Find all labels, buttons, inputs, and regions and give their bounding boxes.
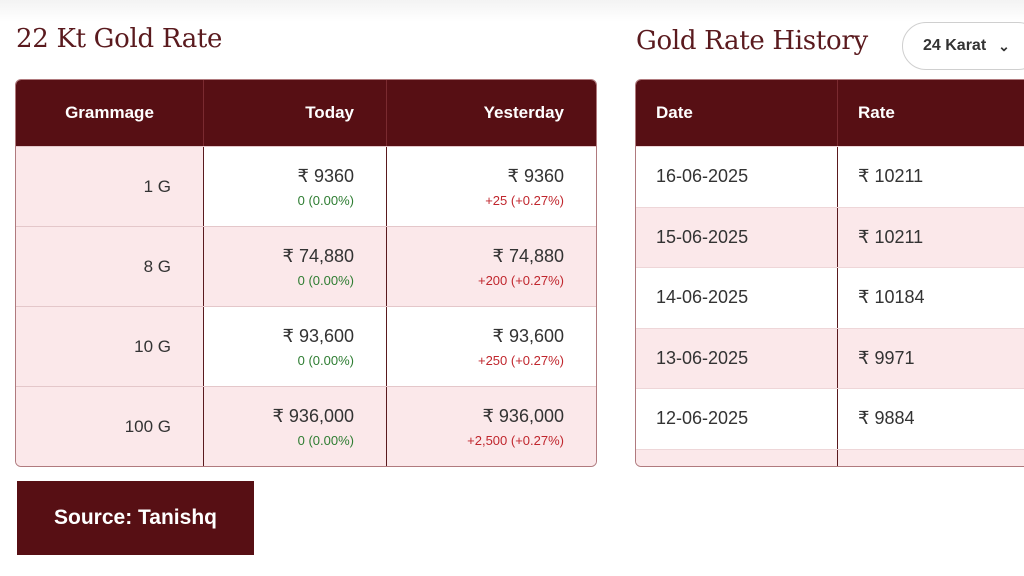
chevron-down-icon: ⌄ <box>998 37 1010 54</box>
history-rate: ₹ 10211 <box>858 166 924 187</box>
rate-heading: 22 Kt Gold Rate <box>16 24 223 54</box>
history-header: Date Rate <box>636 80 1024 146</box>
header-date: Date <box>636 80 838 146</box>
yesterday-change: +25 (+0.27%) <box>485 192 564 208</box>
header-yesterday: Yesterday <box>483 103 564 122</box>
today-change: 0 (0.00%) <box>297 192 354 208</box>
gold-rate-table: Grammage Today Yesterday 1 G ₹ 9360 0 (0… <box>15 79 597 467</box>
history-heading: Gold Rate History <box>636 26 868 56</box>
today-price: ₹ 93,600 <box>282 325 354 346</box>
history-row: 12-06-2025 ₹ 9884 <box>636 388 1024 449</box>
table-row: 8 G ₹ 74,880 0 (0.00%) ₹ 74,880 +200 (+0… <box>16 226 596 306</box>
history-date: 14-06-2025 <box>636 268 838 328</box>
yesterday-price: ₹ 936,000 <box>482 405 564 426</box>
history-date-partial <box>636 449 838 466</box>
yesterday-price: ₹ 9360 <box>507 165 565 186</box>
header-rate: Rate <box>858 103 895 122</box>
history-row: 14-06-2025 ₹ 10184 <box>636 267 1024 328</box>
source-label: Source: Tanishq <box>17 481 254 555</box>
history-rate: ₹ 10184 <box>858 287 925 308</box>
gold-rate-history-table: Date Rate 16-06-2025 ₹ 10211 15-06-2025 … <box>635 79 1024 467</box>
history-row: 13-06-2025 ₹ 9971 <box>636 327 1024 388</box>
history-date: 15-06-2025 <box>636 207 838 267</box>
today-change: 0 (0.00%) <box>297 272 354 288</box>
history-rate: ₹ 9884 <box>858 408 915 429</box>
table-row: 10 G ₹ 93,600 0 (0.00%) ₹ 93,600 +250 (+… <box>16 306 596 386</box>
karat-select-value: 24 Karat <box>923 37 987 54</box>
yesterday-price: ₹ 93,600 <box>492 325 564 346</box>
header-grammage: Grammage <box>16 80 204 146</box>
history-row: 15-06-2025 ₹ 10211 <box>636 206 1024 267</box>
history-date: 12-06-2025 <box>636 389 838 449</box>
header-today: Today <box>204 80 387 146</box>
yesterday-change: +250 (+0.27%) <box>477 352 564 368</box>
yesterday-change: +200 (+0.27%) <box>477 272 564 288</box>
today-price: ₹ 74,880 <box>282 245 354 266</box>
table-header: Grammage Today Yesterday <box>16 80 596 146</box>
history-row: 16-06-2025 ₹ 10211 <box>636 146 1024 207</box>
history-date: 13-06-2025 <box>636 328 838 388</box>
history-rate: ₹ 9971 <box>858 347 915 368</box>
today-price: ₹ 9360 <box>297 165 355 186</box>
today-change: 0 (0.00%) <box>297 352 354 368</box>
yesterday-price: ₹ 74,880 <box>492 245 564 266</box>
history-row-partial <box>636 448 1024 467</box>
grammage-cell: 10 G <box>134 336 171 356</box>
grammage-cell: 8 G <box>143 256 171 276</box>
grammage-cell: 100 G <box>124 416 171 436</box>
history-date: 16-06-2025 <box>636 147 838 207</box>
karat-select[interactable]: 24 Karat ⌄ <box>902 22 1024 70</box>
history-rate: ₹ 10211 <box>858 226 924 247</box>
today-change: 0 (0.00%) <box>297 432 354 448</box>
yesterday-change: +2,500 (+0.27%) <box>467 432 564 448</box>
table-row: 1 G ₹ 9360 0 (0.00%) ₹ 9360 +25 (+0.27%) <box>16 146 596 226</box>
history-rate-partial <box>838 450 1024 467</box>
table-row: 100 G ₹ 936,000 0 (0.00%) ₹ 936,000 +2,5… <box>16 386 596 466</box>
today-price: ₹ 936,000 <box>272 405 354 426</box>
grammage-cell: 1 G <box>143 176 171 196</box>
top-fade <box>0 0 1024 22</box>
